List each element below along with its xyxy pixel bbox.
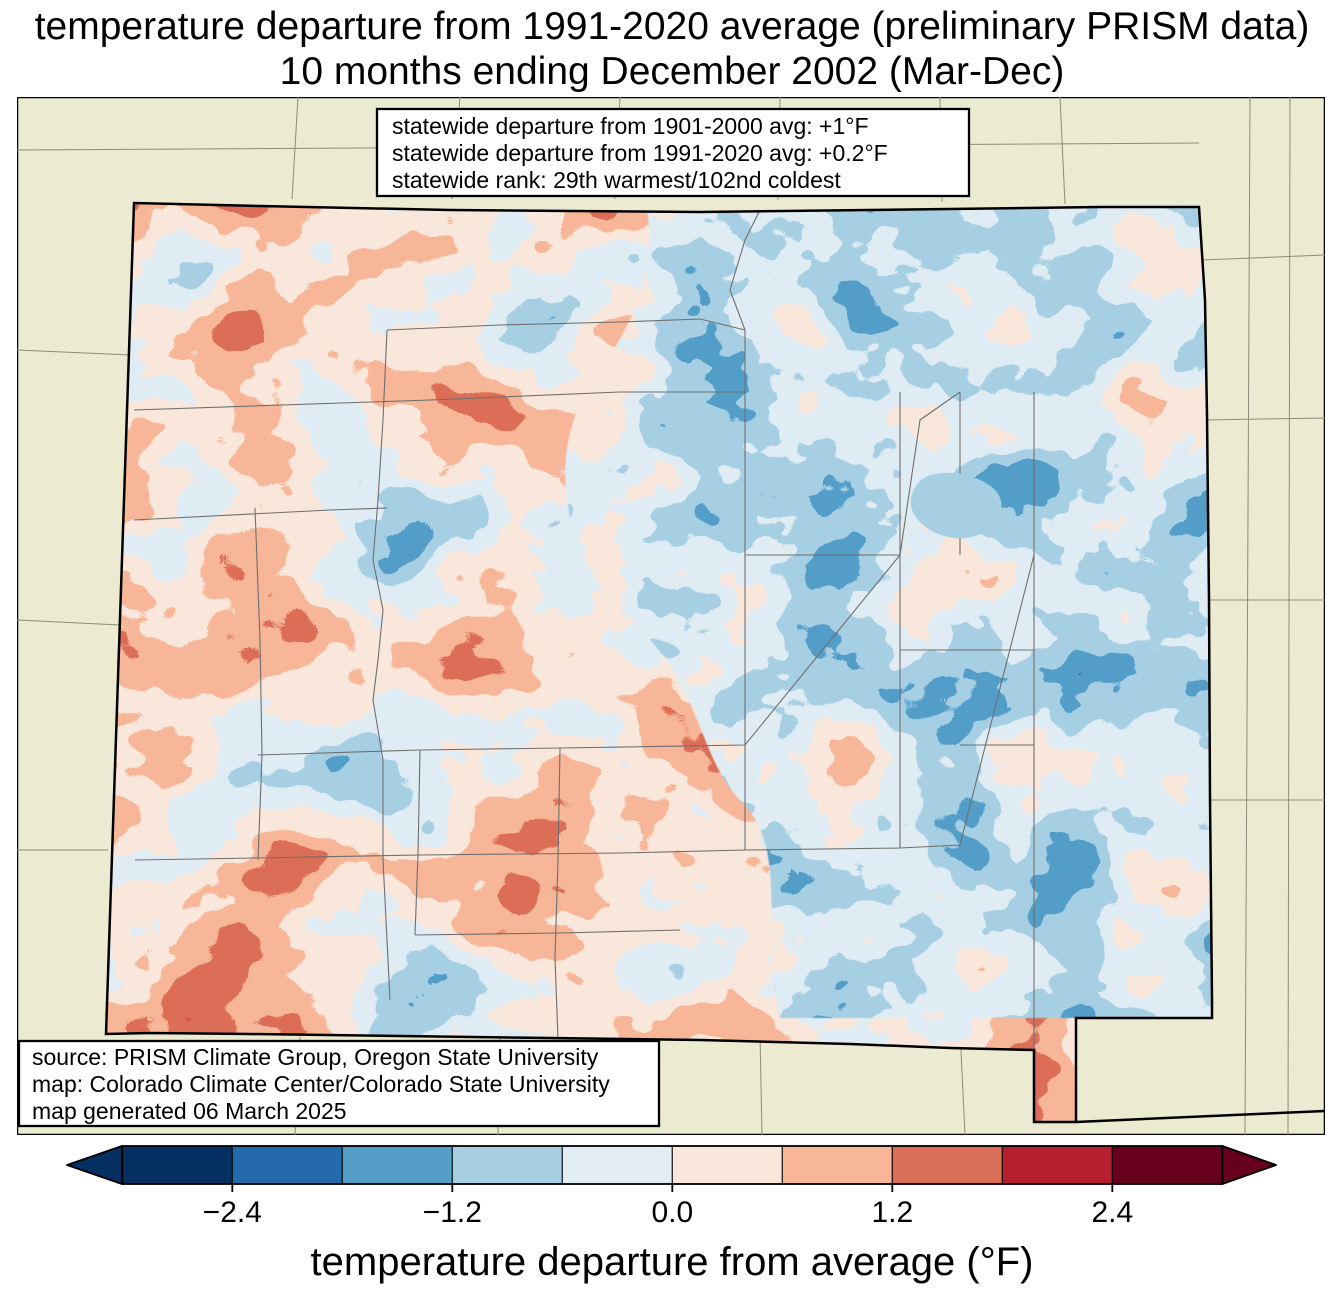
svg-text:temperature departure from ave: temperature departure from average (°F) [311, 1240, 1034, 1284]
svg-text:−2.4: −2.4 [203, 1196, 262, 1229]
svg-text:−1.2: −1.2 [423, 1196, 482, 1229]
svg-text:map generated 06 March 2025: map generated 06 March 2025 [32, 1098, 347, 1124]
svg-text:statewide rank: 29th warmest/1: statewide rank: 29th warmest/102nd colde… [392, 167, 841, 193]
svg-text:1.2: 1.2 [871, 1196, 913, 1229]
svg-text:statewide departure from 1991-: statewide departure from 1991-2020 avg: … [392, 140, 888, 166]
svg-text:2.4: 2.4 [1091, 1196, 1133, 1229]
svg-text:0.0: 0.0 [651, 1196, 693, 1229]
svg-text:source: PRISM Climate Group, O: source: PRISM Climate Group, Oregon Stat… [32, 1044, 599, 1070]
svg-text:map: Colorado Climate Center/C: map: Colorado Climate Center/Colorado St… [32, 1071, 610, 1097]
svg-text:statewide departure from 1901-: statewide departure from 1901-2000 avg: … [392, 113, 869, 139]
